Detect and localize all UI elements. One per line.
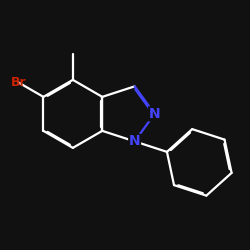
Text: N: N xyxy=(149,107,160,121)
Text: N: N xyxy=(129,134,140,148)
Text: Br: Br xyxy=(10,76,26,89)
